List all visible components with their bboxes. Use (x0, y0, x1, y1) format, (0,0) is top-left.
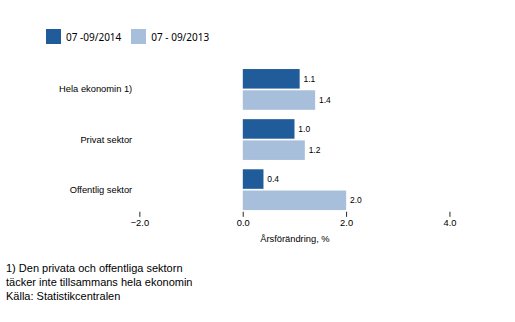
html-text:Källa: Statistikcentralen: Källa: Statistikcentralen (6, 289, 121, 302)
svg-text:Hela ekonomin 1): Hela ekonomin 1) (59, 84, 132, 94)
svg-text:−2.0: −2.0 (131, 218, 149, 228)
svg-text:1.1: 1.1 (303, 74, 315, 84)
svg-text:0.0: 0.0 (237, 218, 250, 228)
html-text:1) Den privata och offentliga: 1) Den privata och offentliga sektorn (6, 261, 183, 274)
svg-text:4.0: 4.0 (443, 218, 456, 228)
svg-text:1.4: 1.4 (319, 95, 331, 105)
html-text:07 - 09/2013: 07 - 09/2013 (151, 29, 210, 44)
svg-text:Årsförändring, %: Årsförändring, % (260, 234, 329, 244)
svg-text:1.0: 1.0 (298, 124, 310, 134)
html-text:07 -09/2014: 07 -09/2014 (66, 29, 122, 44)
svg-text:2.0: 2.0 (340, 218, 353, 228)
svg-text:1.2: 1.2 (309, 145, 321, 155)
svg-text:0.4: 0.4 (267, 174, 279, 184)
svg-text:2.0: 2.0 (350, 195, 362, 205)
svg-text:Offentlig sektor: Offentlig sektor (70, 185, 133, 195)
html-text:täcker inte tillsammans hela e: täcker inte tillsammans hela ekonomin (6, 275, 193, 288)
svg-text:Privat sektor: Privat sektor (80, 135, 132, 145)
